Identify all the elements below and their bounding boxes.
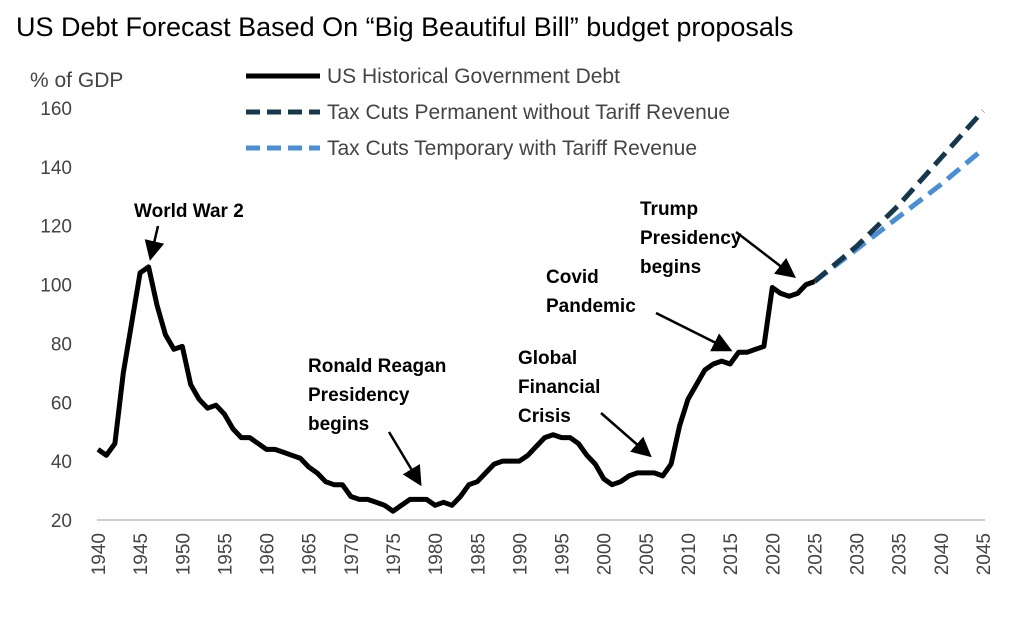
x-tick-label: 1980	[426, 533, 447, 575]
y-tick-label: 80	[51, 334, 72, 355]
series-line-1	[812, 109, 985, 284]
x-ticks: 1940 1945 1950 1955 1960 1965 1970 1975 1980 1985…	[89, 533, 995, 575]
annotation-text-0: World War 2	[134, 201, 244, 222]
annotation-text-4: Trump	[640, 199, 698, 220]
annotation-text-1: Ronald Reagan	[308, 356, 446, 377]
x-tick-label: 1960	[258, 533, 279, 575]
annotation-text-2: Crisis	[518, 406, 571, 427]
x-tick-label: 2035	[890, 533, 911, 575]
annotation-text-2: Global	[518, 348, 577, 369]
legend: US Historical Government Debt Tax Cuts Pe…	[246, 65, 730, 160]
y-tick-label: 20	[51, 511, 72, 532]
x-tick-label: 1945	[131, 533, 152, 575]
x-tick-label: 1955	[215, 533, 236, 575]
y-tick-label: 140	[40, 158, 72, 179]
annotation-text-3: Pandemic	[546, 296, 636, 317]
annotation-arrow-4	[735, 231, 796, 279]
x-tick-label: 1990	[510, 533, 531, 575]
annotation-text-1: Presidency	[308, 385, 410, 406]
x-tick-label: 1975	[384, 533, 405, 575]
x-tick-label: 1985	[468, 533, 489, 575]
x-tick-label: 2040	[932, 533, 953, 575]
legend-label-1: Tax Cuts Permanent without Tariff Revenu…	[327, 101, 730, 124]
y-tick-label: 60	[51, 393, 72, 414]
x-tick-label: 2015	[721, 533, 742, 575]
x-tick-label: 1970	[342, 533, 363, 575]
x-tick-label: 2030	[848, 533, 869, 575]
x-tick-label: 2045	[974, 533, 995, 575]
annotation-arrow-3	[655, 311, 733, 352]
annotation-arrow-0	[144, 225, 165, 261]
series-lines	[96, 109, 985, 514]
legend-label-0: US Historical Government Debt	[327, 65, 620, 88]
x-tick-label: 1940	[89, 533, 110, 575]
annotation-arrow-2	[600, 412, 652, 458]
page-title: US Debt Forecast Based On “Big Beautiful…	[16, 12, 794, 42]
x-tick-label: 2020	[763, 533, 784, 575]
annotations: World War 2 Ronald Reagan Presidency begins…	[134, 199, 796, 487]
x-tick-label: 1965	[300, 533, 321, 575]
annotation-text-3: Covid	[546, 267, 599, 288]
x-tick-label: 2025	[805, 533, 826, 575]
y-tick-label: 40	[51, 452, 72, 473]
series-line-0	[96, 264, 816, 514]
x-tick-label: 1950	[173, 533, 194, 575]
legend-label-2: Tax Cuts Temporary with Tariff Revenue	[327, 137, 697, 160]
annotation-text-1: begins	[308, 414, 369, 435]
annotation-text-4: Presidency	[640, 228, 742, 249]
annotation-text-4: begins	[640, 257, 701, 278]
x-tick-label: 2010	[679, 533, 700, 575]
x-tick-label: 2000	[595, 533, 616, 575]
annotation-arrow-1	[387, 431, 422, 487]
x-tick-label: 1995	[553, 533, 574, 575]
y-tick-label: 100	[40, 276, 72, 297]
y-axis-label: % of GDP	[30, 69, 123, 92]
y-tick-label: 120	[40, 217, 72, 238]
y-tick-label: 160	[40, 99, 72, 120]
x-tick-label: 2005	[637, 533, 658, 575]
y-ticks: 20 40 60 80 100 120 140 160	[40, 99, 72, 532]
annotation-text-2: Financial	[518, 377, 600, 398]
